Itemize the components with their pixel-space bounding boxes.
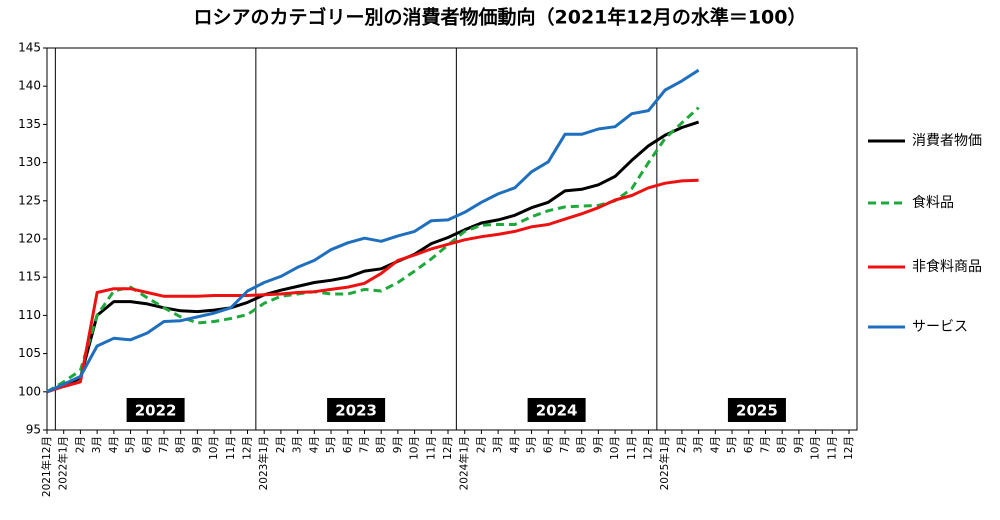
x-tick-label: 5月 xyxy=(726,436,738,453)
x-tick-label: 3月 xyxy=(492,436,504,453)
year-box xyxy=(126,398,185,422)
x-tick-label: 5月 xyxy=(526,436,538,453)
y-tick-label: 125 xyxy=(18,193,41,207)
x-tick-label: 11月 xyxy=(425,436,437,460)
x-tick-label: 6月 xyxy=(542,436,554,453)
x-tick-label: 10月 xyxy=(609,436,621,460)
y-tick-label: 140 xyxy=(18,79,41,93)
year-box xyxy=(327,398,386,422)
x-tick-label: 7月 xyxy=(358,436,370,453)
x-tick-label: 12月 xyxy=(843,436,855,460)
year-box xyxy=(727,398,786,422)
x-tick-label: 7月 xyxy=(158,436,170,453)
x-tick-label: 11月 xyxy=(826,436,838,460)
x-tick-label: 10月 xyxy=(810,436,822,460)
y-tick-label: 120 xyxy=(18,232,41,246)
x-tick-label: 5月 xyxy=(125,436,137,453)
x-tick-label: 12月 xyxy=(442,436,454,460)
year-label: 2023 xyxy=(335,402,377,420)
legend-label: 非食料商品 xyxy=(912,258,982,275)
x-tick-label: 12月 xyxy=(643,436,655,460)
year-box xyxy=(527,398,586,422)
x-tick-label: 4月 xyxy=(108,436,120,453)
x-tick-label: 8月 xyxy=(776,436,788,453)
x-tick-label: 2022年1月 xyxy=(57,436,70,490)
x-tick-label: 8月 xyxy=(175,436,187,453)
x-tick-label: 2021年12月 xyxy=(40,436,53,497)
y-tick-label: 135 xyxy=(18,117,41,131)
legend-label: サービス xyxy=(912,319,968,335)
x-tick-label: 2月 xyxy=(74,436,86,453)
x-tick-label: 3月 xyxy=(693,436,705,453)
y-tick-label: 115 xyxy=(18,270,41,284)
x-tick-label: 9月 xyxy=(793,436,805,453)
x-tick-label: 8月 xyxy=(375,436,387,453)
x-tick-label: 2025年1月 xyxy=(658,436,671,490)
x-tick-label: 7月 xyxy=(759,436,771,453)
y-tick-label: 105 xyxy=(18,346,41,360)
y-tick-label: 100 xyxy=(18,384,41,398)
y-tick-label: 110 xyxy=(18,308,41,322)
y-tick-label: 130 xyxy=(18,155,41,169)
x-tick-label: 9月 xyxy=(392,436,404,453)
x-tick-label: 3月 xyxy=(292,436,304,453)
x-tick-label: 4月 xyxy=(308,436,320,453)
series-line xyxy=(46,106,700,394)
x-tick-label: 7月 xyxy=(559,436,571,453)
x-tick-label: 10月 xyxy=(409,436,421,460)
y-tick-label: 145 xyxy=(18,41,41,55)
x-tick-label: 9月 xyxy=(191,436,203,453)
x-tick-label: 2月 xyxy=(475,436,487,453)
x-tick-label: 11月 xyxy=(225,436,237,460)
legend-label: 食料品 xyxy=(912,194,954,211)
x-tick-label: 5月 xyxy=(325,436,337,453)
y-tick-label: 95 xyxy=(26,423,41,437)
x-tick-label: 2月 xyxy=(676,436,688,453)
chart-title: ロシアのカテゴリー別の消費者物価動向（2021年12月の水準＝100） xyxy=(194,6,807,29)
year-label: 2025 xyxy=(736,402,778,420)
legend-label: 消費者物価 xyxy=(912,133,982,149)
x-tick-label: 8月 xyxy=(576,436,588,453)
series-line xyxy=(46,120,700,394)
series-line xyxy=(46,68,700,394)
x-tick-label: 2023年1月 xyxy=(257,436,270,490)
x-tick-label: 6月 xyxy=(141,436,153,453)
year-label: 2024 xyxy=(536,402,578,420)
x-tick-label: 2024年1月 xyxy=(458,436,471,490)
x-tick-label: 11月 xyxy=(626,436,638,460)
x-tick-label: 4月 xyxy=(509,436,521,453)
series-line xyxy=(46,178,699,394)
x-tick-label: 10月 xyxy=(208,436,220,460)
x-tick-label: 3月 xyxy=(91,436,103,453)
x-tick-label: 2月 xyxy=(275,436,287,453)
plot-area xyxy=(46,47,858,431)
x-tick-label: 6月 xyxy=(743,436,755,453)
x-tick-label: 9月 xyxy=(592,436,604,453)
x-tick-label: 12月 xyxy=(242,436,254,460)
year-label: 2022 xyxy=(135,402,177,420)
x-tick-label: 6月 xyxy=(342,436,354,453)
x-tick-label: 4月 xyxy=(709,436,721,453)
